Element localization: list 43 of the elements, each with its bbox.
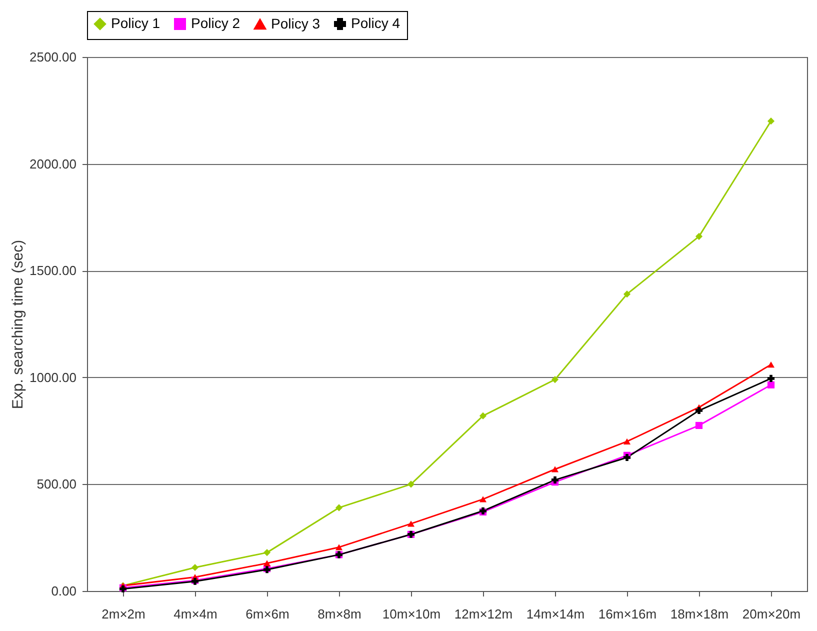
point xyxy=(407,480,415,488)
y-tick-label: 500.00 xyxy=(36,476,76,492)
x-tick-label: 4m×4m xyxy=(174,606,218,622)
y-tick-label: 2000.00 xyxy=(30,156,76,172)
x-tick-label: 12m×12m xyxy=(454,606,513,622)
point xyxy=(623,438,631,445)
point xyxy=(551,466,559,472)
x-tick-label: 20m×20m xyxy=(742,606,801,622)
y-tick-label: 1500.00 xyxy=(30,263,76,278)
point xyxy=(767,118,775,125)
y-tick-label: 0.00 xyxy=(51,584,76,598)
point xyxy=(263,549,271,556)
point xyxy=(623,290,631,298)
point xyxy=(551,476,559,484)
point xyxy=(695,232,703,240)
point xyxy=(695,406,703,414)
point xyxy=(767,374,775,382)
point xyxy=(479,412,487,420)
point xyxy=(263,560,271,566)
point xyxy=(335,504,343,512)
legend-label: Policy 1 xyxy=(111,15,160,31)
legend-label: Policy 4 xyxy=(351,15,400,31)
point xyxy=(551,376,559,384)
x-tick-label: 10m×10m xyxy=(382,606,441,622)
x-tick-label: 18m×18m xyxy=(670,606,729,622)
point xyxy=(767,381,775,388)
point xyxy=(479,496,487,502)
x-tick-label: 14m×14m xyxy=(526,606,585,622)
point xyxy=(191,564,199,572)
legend-label: Policy 2 xyxy=(191,15,240,31)
point xyxy=(623,454,631,462)
y-tick-label: 2500.00 xyxy=(30,50,76,64)
point xyxy=(335,544,343,550)
point xyxy=(695,422,703,429)
legend-label: Policy 3 xyxy=(271,15,320,32)
x-tick-label: 2m×2m xyxy=(102,606,146,622)
point xyxy=(767,362,775,368)
y-axis-title: Exp. searching time (sec) xyxy=(10,240,27,410)
x-tick-label: 16m×16m xyxy=(598,606,657,622)
point xyxy=(407,520,415,527)
x-tick-label: 8m×8m xyxy=(318,606,362,622)
x-tick-label: 6m×6m xyxy=(246,606,290,622)
y-tick-label: 1000.00 xyxy=(30,370,76,385)
